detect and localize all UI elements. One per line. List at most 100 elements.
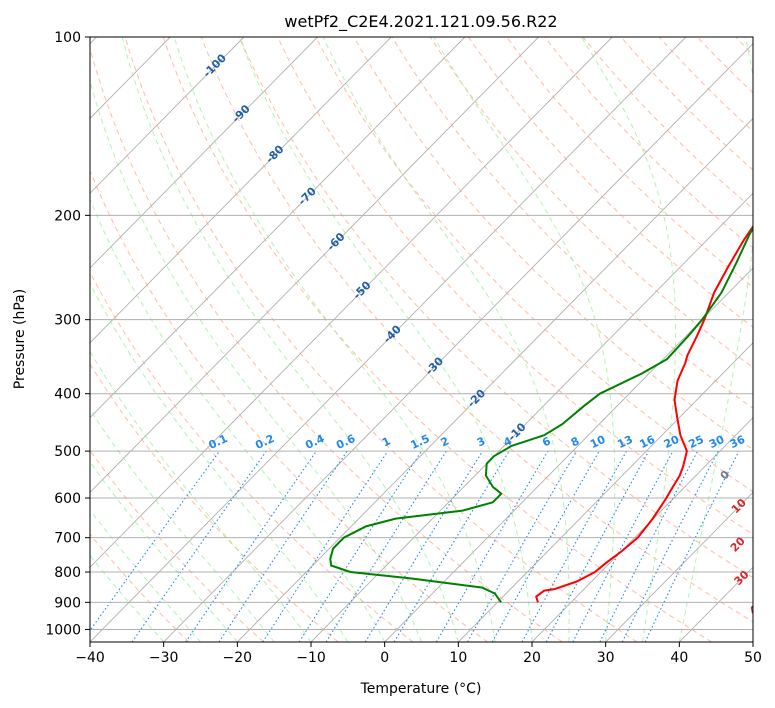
dry-adiabat-line	[735, 37, 753, 56]
pressure-gridlines	[90, 37, 753, 630]
dry-adiabat-line	[90, 449, 264, 642]
x-tick-label: −10	[296, 650, 326, 666]
mixing-ratio-line	[644, 450, 740, 642]
mixing-ratio-label: 36	[728, 433, 748, 451]
mixing-ratio-label: 6	[540, 434, 553, 449]
y-tick-label: 700	[54, 531, 81, 547]
isotherm-line	[90, 37, 392, 344]
axes: −40 −30 −20 −10 0 10 20 30 40 5010020030040050060…	[45, 30, 762, 666]
wet-bulb-label: 40	[747, 597, 767, 617]
isotherm-line	[384, 267, 753, 642]
mixing-ratio-label: 10	[588, 433, 608, 451]
isotherm-line	[679, 566, 753, 642]
mixing-ratio-line	[364, 450, 484, 642]
mixing-ratio-line	[521, 450, 628, 642]
mixing-ratio-line	[90, 450, 220, 632]
mixing-ratio-line	[218, 450, 348, 642]
moist-adiabat-line	[580, 37, 677, 642]
dry-adiabat-line	[391, 37, 753, 409]
moist-adiabat-line	[90, 78, 422, 642]
moist-adiabat-line	[678, 37, 753, 642]
dry-adiabat-line	[429, 37, 753, 369]
moist-adiabat-line	[90, 461, 238, 642]
x-tick-label: 10	[449, 650, 467, 666]
y-tick-label: 800	[54, 565, 81, 581]
x-tick-label: 40	[670, 650, 688, 666]
moist-adiabat-line	[90, 282, 349, 642]
isotherm-line	[90, 37, 539, 494]
wet-bulb-label: 0	[718, 468, 733, 483]
isotherm-line	[90, 37, 318, 269]
mixing-ratio-label: 30	[707, 433, 727, 451]
x-tick-label: −40	[75, 650, 105, 666]
background-lines	[90, 37, 753, 642]
moist-adiabat-line	[90, 198, 386, 642]
moist-adiabat-line	[90, 408, 275, 642]
isotherm-line	[310, 192, 753, 642]
y-tick-label: 500	[54, 444, 81, 460]
dry-adiabat-line	[200, 37, 753, 623]
mixing-ratio-line	[572, 450, 674, 642]
sounding-series	[329, 224, 753, 603]
dry-adiabat-line	[620, 37, 753, 171]
moist-adiabat-line	[322, 37, 570, 642]
dry-adiabat-line	[277, 37, 753, 535]
dry-adiabat-line	[239, 37, 753, 579]
isotherm-line	[605, 491, 753, 642]
dewpoint-profile-line	[329, 226, 753, 603]
mixing-ratio-label: 1.5	[409, 432, 432, 452]
x-tick-label: −20	[223, 650, 253, 666]
dry-adiabat-line	[90, 46, 563, 642]
moist-adiabat-line	[121, 37, 459, 642]
temperature-profile-line	[535, 224, 753, 603]
mixing-ratio-line	[545, 450, 650, 642]
mixing-ratio-label: 1	[380, 434, 392, 449]
mixing-ratio-label: 8	[569, 434, 581, 449]
moist-adiabat-line	[90, 509, 201, 642]
mixing-ratio-label: 0.1	[206, 432, 229, 452]
mixing-ratio-line	[185, 450, 317, 642]
mixing-ratio-label: 3	[475, 434, 487, 449]
isotherm-line	[752, 641, 753, 642]
y-tick-label: 900	[54, 595, 81, 611]
dry-adiabat-line	[468, 37, 753, 328]
mixing-ratio-label: 20	[662, 433, 682, 451]
isotherm-line	[90, 37, 687, 642]
isotherm-label: -30	[423, 354, 446, 378]
plot-frame	[89, 36, 754, 643]
dry-adiabat-line	[582, 37, 753, 210]
dry-adiabat-line	[90, 363, 339, 642]
chart-title: wetPf2_C2E4.2021.121.09.56.R22	[284, 12, 557, 32]
dry-adiabat-line	[544, 37, 753, 249]
isotherm-line	[90, 37, 613, 568]
mixing-ratio-line	[262, 450, 389, 642]
mixing-ratio-label: 25	[686, 433, 705, 451]
isotherm-line	[531, 416, 753, 642]
mixing-ratio-line	[325, 450, 447, 642]
mixing-ratio-line	[435, 450, 549, 642]
moist-adiabat-line	[173, 37, 496, 642]
moist-adiabat-line	[433, 37, 616, 642]
x-axis-label: Temperature (°C)	[360, 681, 482, 697]
x-tick-label: −30	[149, 650, 179, 666]
mixing-ratio-line	[621, 450, 719, 642]
y-tick-label: 1000	[45, 622, 81, 638]
dry-adiabat-line	[90, 271, 414, 642]
mixing-ratio-label: 0.4	[303, 432, 326, 452]
x-tick-label: 30	[597, 650, 615, 666]
isotherm-line	[90, 37, 245, 194]
isotherm-line	[237, 117, 753, 642]
y-tick-label: 600	[54, 491, 81, 507]
x-tick-label: 20	[523, 650, 541, 666]
dry-adiabat-line	[162, 37, 712, 642]
y-tick-label: 400	[54, 387, 81, 403]
mixing-ratio-line	[298, 450, 423, 642]
y-tick-label: 200	[54, 208, 81, 224]
isotherm-line	[163, 42, 753, 642]
dry-adiabat-line	[90, 169, 488, 642]
y-axis-label: Pressure (hPa)	[12, 289, 28, 389]
y-tick-label: 300	[54, 313, 81, 329]
moist-adiabat-line	[90, 554, 165, 642]
isotherm-line	[90, 37, 466, 419]
